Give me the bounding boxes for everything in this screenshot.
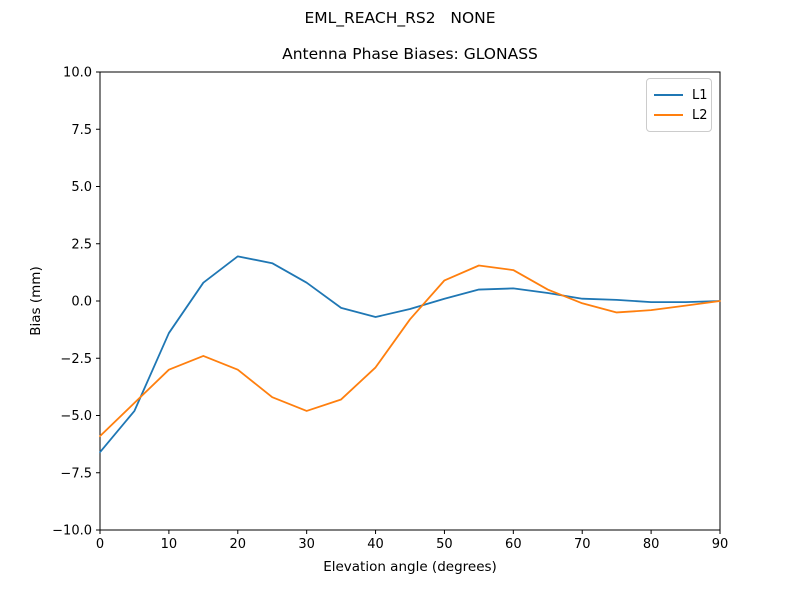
y-tick-label: −7.5 bbox=[60, 466, 92, 481]
x-axis-label: Elevation angle (degrees) bbox=[323, 559, 497, 575]
x-tick-label: 90 bbox=[712, 537, 729, 552]
x-tick-label: 80 bbox=[643, 537, 660, 552]
x-tick-label: 0 bbox=[96, 537, 104, 552]
legend-label-l1: L1 bbox=[692, 87, 708, 103]
x-tick-label: 60 bbox=[505, 537, 522, 552]
y-tick-label: 7.5 bbox=[71, 123, 92, 138]
y-axis-label: Bias (mm) bbox=[28, 266, 44, 336]
y-tick-label: −2.5 bbox=[60, 352, 92, 367]
x-tick-label: 50 bbox=[436, 537, 453, 552]
y-tick-label: 2.5 bbox=[71, 237, 92, 252]
l2-line-swatch bbox=[654, 114, 683, 116]
series-line-l2 bbox=[99, 264, 721, 438]
chart-title: Antenna Phase Biases: GLONASS bbox=[282, 45, 538, 63]
y-tick-label: −5.0 bbox=[60, 409, 92, 424]
y-tick-label: 0.0 bbox=[71, 295, 92, 310]
figure-suptitle: EML_REACH_RS2 NONE bbox=[304, 9, 496, 27]
legend: L1 L2 bbox=[646, 78, 712, 132]
x-tick-label: 20 bbox=[230, 537, 247, 552]
x-tick-label: 10 bbox=[161, 537, 178, 552]
x-tick-label: 30 bbox=[298, 537, 315, 552]
legend-item-l1: L1 bbox=[654, 86, 708, 104]
x-tick-label: 70 bbox=[574, 537, 591, 552]
legend-label-l2: L2 bbox=[692, 107, 708, 123]
x-tick-label: 40 bbox=[367, 537, 384, 552]
y-tick-label: 5.0 bbox=[71, 180, 92, 195]
series-line-l1 bbox=[99, 255, 721, 454]
y-tick-label: 10.0 bbox=[63, 66, 92, 81]
legend-item-l2: L2 bbox=[654, 106, 708, 124]
l1-line-swatch bbox=[654, 94, 683, 96]
y-tick-label: −10.0 bbox=[52, 524, 92, 539]
